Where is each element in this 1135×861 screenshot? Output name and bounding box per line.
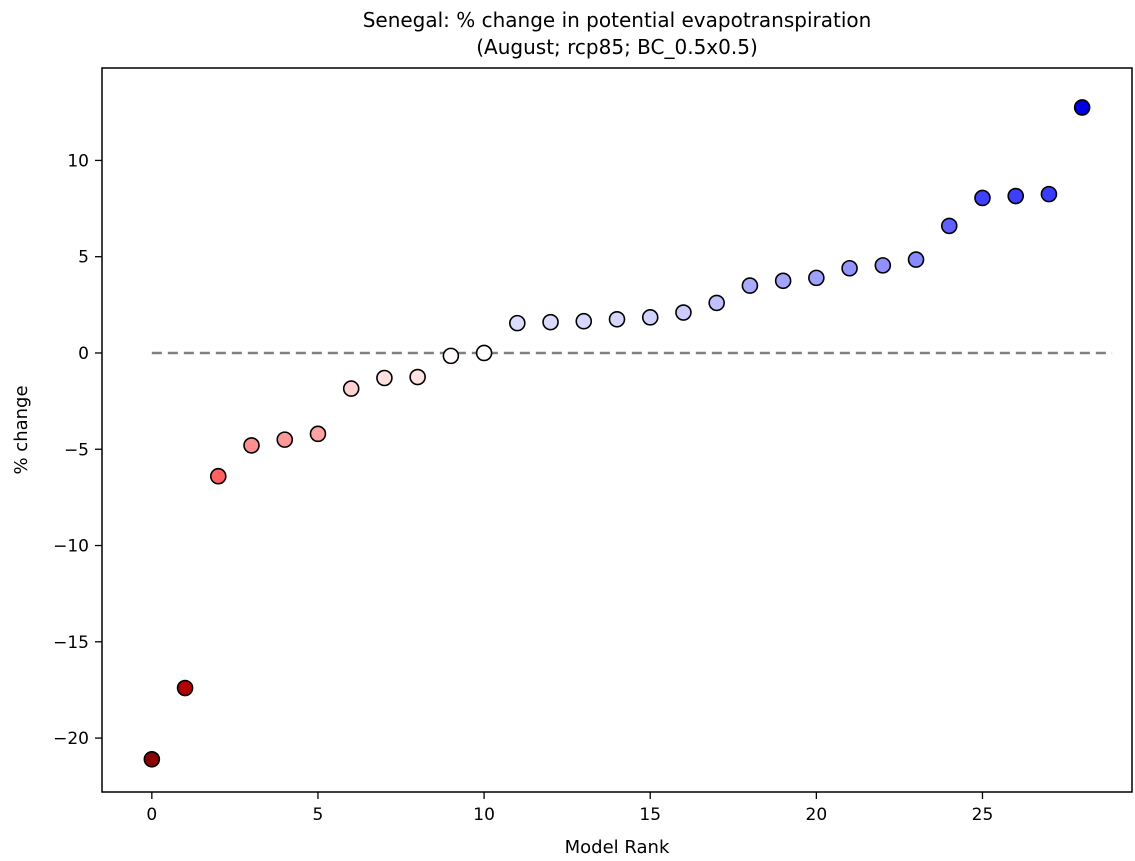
- chart-title: Senegal: % change in potential evapotran…: [363, 8, 872, 32]
- data-point: [774, 272, 792, 290]
- y-tick-label: −20: [53, 729, 89, 749]
- data-point: [741, 277, 759, 294]
- data-point: [641, 309, 659, 326]
- data-point: [974, 189, 991, 207]
- data-point: [542, 313, 559, 331]
- data-point: [143, 750, 161, 768]
- data-point: [376, 369, 393, 387]
- data-point: [1040, 185, 1058, 203]
- data-point: [209, 467, 227, 485]
- x-axis-ticks: 051015202530: [146, 792, 994, 825]
- data-point: [907, 251, 925, 268]
- data-point: [841, 259, 858, 277]
- x-tick-label: 10: [473, 805, 495, 825]
- data-point: [442, 347, 460, 365]
- data-point: [1073, 99, 1091, 116]
- data-point: [575, 312, 593, 330]
- y-tick-label: 5: [78, 248, 89, 268]
- data-point: [874, 257, 892, 274]
- data-point: [940, 217, 958, 235]
- y-tick-label: −15: [53, 633, 89, 653]
- y-tick-label: 0: [78, 344, 89, 364]
- data-point: [342, 380, 360, 397]
- data-point: [409, 368, 426, 386]
- data-point: [708, 294, 725, 312]
- x-axis-label: Model Rank: [565, 837, 670, 858]
- x-tick-label: 20: [806, 805, 828, 825]
- data-point: [243, 437, 260, 454]
- data-point: [309, 425, 327, 443]
- data-point: [808, 269, 825, 287]
- y-axis-label: % change: [11, 385, 32, 474]
- y-tick-label: −10: [53, 537, 89, 557]
- y-axis-ticks: 10 5 0 −5 −10 −15 −20: [53, 151, 102, 749]
- data-point: [276, 431, 294, 448]
- data-point: [608, 310, 626, 328]
- data-point: [675, 304, 692, 321]
- data-point: [509, 314, 526, 332]
- y-tick-label: 10: [67, 151, 89, 171]
- x-tick-label: 0: [146, 805, 157, 825]
- chart-subtitle: (August; rcp85; BC_0.5x0.5): [476, 35, 758, 59]
- x-tick-label: 25: [972, 805, 994, 825]
- plot-area-frame: [101, 67, 1133, 793]
- x-tick-label: 15: [639, 805, 661, 825]
- data-point: [176, 679, 194, 697]
- y-tick-label: −5: [64, 440, 89, 460]
- x-tick-label: 5: [313, 805, 324, 825]
- data-point: [1007, 187, 1025, 205]
- data-points: [143, 99, 1091, 768]
- data-point: [475, 344, 493, 362]
